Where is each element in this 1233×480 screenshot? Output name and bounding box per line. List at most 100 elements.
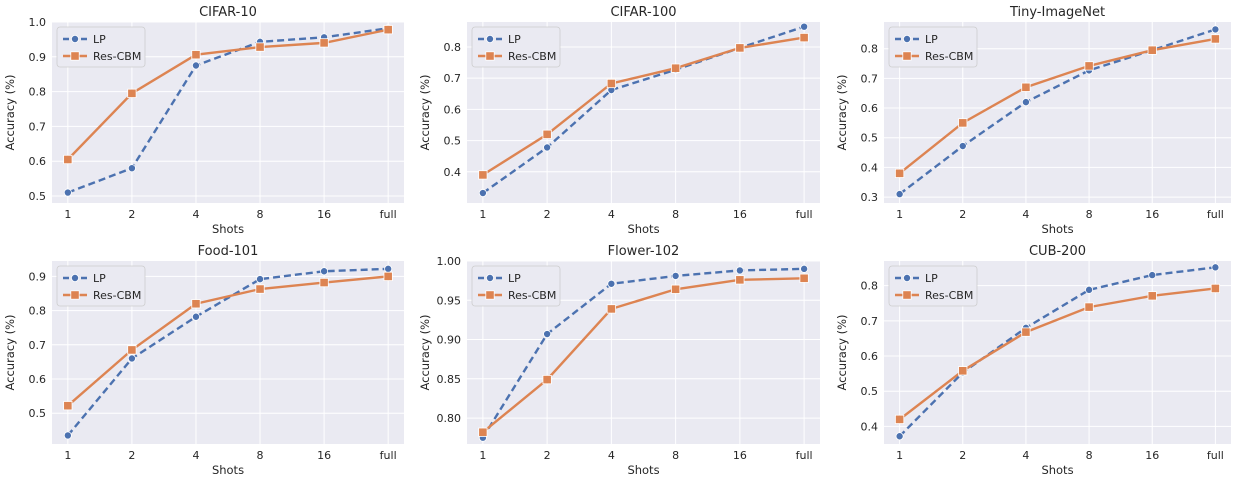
data-point-lp bbox=[543, 143, 552, 152]
series-line-lp bbox=[67, 27, 389, 194]
y-tick-label: 1.0 bbox=[29, 16, 47, 29]
y-axis-label: Accuracy (%) bbox=[3, 74, 17, 150]
y-tick-label: 0.5 bbox=[861, 385, 879, 398]
x-tick-label: 16 bbox=[733, 208, 747, 221]
data-point-res-cbm bbox=[799, 273, 809, 283]
data-point-res-cbm bbox=[478, 170, 488, 180]
data-point-lp bbox=[607, 279, 616, 288]
series-line-res-cbm bbox=[482, 277, 805, 434]
legend-marker-res-cbm bbox=[70, 51, 80, 61]
y-tick-label: 0.6 bbox=[29, 155, 47, 168]
series-line-res-cbm bbox=[482, 36, 805, 176]
y-axis-label: Accuracy (%) bbox=[835, 314, 849, 390]
x-axis-label: Shots bbox=[212, 222, 244, 236]
data-point-lp bbox=[1211, 25, 1220, 34]
chart-panel-2: 1 2 4 8 16 full 0.4 0.5 0.6 0.7 0.8 CIFAR-100 Shots A… bbox=[418, 5, 820, 236]
x-tick-label: 1 bbox=[64, 449, 71, 462]
x-tick-label: 2 bbox=[959, 449, 966, 462]
y-axis-label: Accuracy (%) bbox=[418, 314, 432, 390]
chart-title: Tiny-ImageNet bbox=[1009, 5, 1105, 20]
x-tick-label: 1 bbox=[64, 208, 71, 221]
legend-label: Res-CBM bbox=[925, 50, 973, 63]
x-tick-label: 2 bbox=[544, 208, 551, 221]
legend-label: Res-CBM bbox=[508, 289, 556, 302]
y-tick-label: 0.5 bbox=[444, 135, 462, 148]
y-axis-label: Accuracy (%) bbox=[3, 314, 17, 390]
data-point-lp bbox=[191, 312, 200, 321]
data-point-res-cbm bbox=[191, 299, 201, 309]
data-point-lp bbox=[127, 354, 136, 363]
legend-marker-lp bbox=[485, 35, 494, 44]
series-line-lp bbox=[482, 25, 805, 194]
data-point-lp bbox=[1085, 285, 1094, 294]
legend-marker-lp bbox=[485, 273, 494, 282]
y-tick-label: 0.8 bbox=[29, 305, 47, 318]
data-point-lp bbox=[1211, 263, 1220, 272]
data-point-res-cbm bbox=[127, 88, 137, 98]
data-point-res-cbm bbox=[1084, 302, 1094, 312]
chart-panel-4: 1 2 4 8 16 full 0.5 0.6 0.7 0.8 0.9 Food-101 Shots Ac… bbox=[3, 244, 404, 477]
y-tick-label: 1.00 bbox=[437, 255, 462, 268]
y-axis-label: Accuracy (%) bbox=[418, 74, 432, 150]
series-line-lp bbox=[898, 266, 1216, 438]
data-point-res-cbm bbox=[63, 401, 73, 411]
data-point-res-cbm bbox=[542, 374, 552, 385]
y-tick-label: 0.8 bbox=[444, 41, 462, 54]
x-tick-label: 8 bbox=[672, 208, 679, 221]
series-line-lp bbox=[898, 28, 1216, 196]
chart-panel-5: 1 2 4 8 16 full 0.80 0.85 0.90 0.95 1.00 Flower-102… bbox=[418, 244, 820, 477]
data-point-res-cbm bbox=[1021, 327, 1031, 337]
chart-title: CUB-200 bbox=[1029, 244, 1086, 259]
x-tick-label: 4 bbox=[1022, 449, 1029, 462]
y-tick-label: 0.3 bbox=[861, 191, 879, 204]
data-point-res-cbm bbox=[319, 277, 329, 288]
y-tick-label: 0.8 bbox=[861, 43, 879, 56]
legend-label: LP bbox=[508, 33, 521, 46]
data-point-res-cbm bbox=[127, 345, 137, 355]
y-tick-label: 0.9 bbox=[29, 51, 47, 64]
x-tick-label: 16 bbox=[317, 449, 331, 462]
x-tick-label: 2 bbox=[959, 208, 966, 221]
y-tick-label: 0.6 bbox=[29, 373, 47, 386]
y-tick-label: 0.7 bbox=[444, 72, 462, 85]
data-point-res-cbm bbox=[958, 118, 968, 128]
data-point-lp bbox=[256, 275, 265, 284]
y-tick-label: 0.5 bbox=[29, 190, 47, 203]
x-tick-label: full bbox=[796, 449, 813, 462]
x-tick-label: full bbox=[796, 208, 813, 221]
x-tick-label: 16 bbox=[1145, 208, 1159, 221]
legend-marker-res-cbm bbox=[485, 51, 495, 61]
chart-title: Flower-102 bbox=[608, 244, 680, 259]
legend-marker-res-cbm bbox=[902, 51, 912, 61]
data-point-res-cbm bbox=[735, 275, 745, 285]
y-tick-label: 0.95 bbox=[437, 294, 462, 307]
data-point-res-cbm bbox=[63, 154, 73, 165]
data-point-lp bbox=[671, 271, 680, 280]
chart-panel-3: 1 2 4 8 16 full 0.3 0.4 0.5 0.6 0.7 0.8 Tiny-ImageNe… bbox=[835, 5, 1231, 236]
y-tick-label: 0.9 bbox=[29, 270, 47, 283]
data-point-res-cbm bbox=[1147, 291, 1157, 301]
legend-marker-lp bbox=[903, 273, 912, 282]
x-tick-label: 4 bbox=[608, 208, 615, 221]
data-point-lp bbox=[63, 431, 72, 440]
data-point-res-cbm bbox=[542, 129, 552, 139]
legend-label: Res-CBM bbox=[93, 289, 141, 302]
x-axis-label: Shots bbox=[212, 463, 244, 477]
y-tick-label: 0.80 bbox=[437, 412, 462, 425]
legend-marker-res-cbm bbox=[902, 290, 912, 300]
data-point-res-cbm bbox=[1084, 61, 1094, 71]
legend-label: LP bbox=[93, 272, 106, 285]
series-line-res-cbm bbox=[66, 28, 389, 161]
y-tick-label: 0.7 bbox=[861, 72, 879, 85]
data-point-lp bbox=[478, 189, 487, 198]
data-point-res-cbm bbox=[383, 25, 393, 35]
chart-panel-6: 1 2 4 8 16 full 0.4 0.5 0.6 0.7 0.8 CUB-200 Shots Acc… bbox=[835, 244, 1231, 477]
y-tick-label: 0.7 bbox=[861, 315, 879, 328]
x-tick-label: 2 bbox=[544, 449, 551, 462]
data-point-lp bbox=[958, 142, 967, 151]
data-point-lp bbox=[191, 61, 200, 70]
x-axis-label: Shots bbox=[1041, 463, 1073, 477]
x-tick-label: 8 bbox=[257, 208, 264, 221]
data-point-res-cbm bbox=[799, 33, 809, 43]
y-tick-label: 0.6 bbox=[861, 102, 879, 115]
